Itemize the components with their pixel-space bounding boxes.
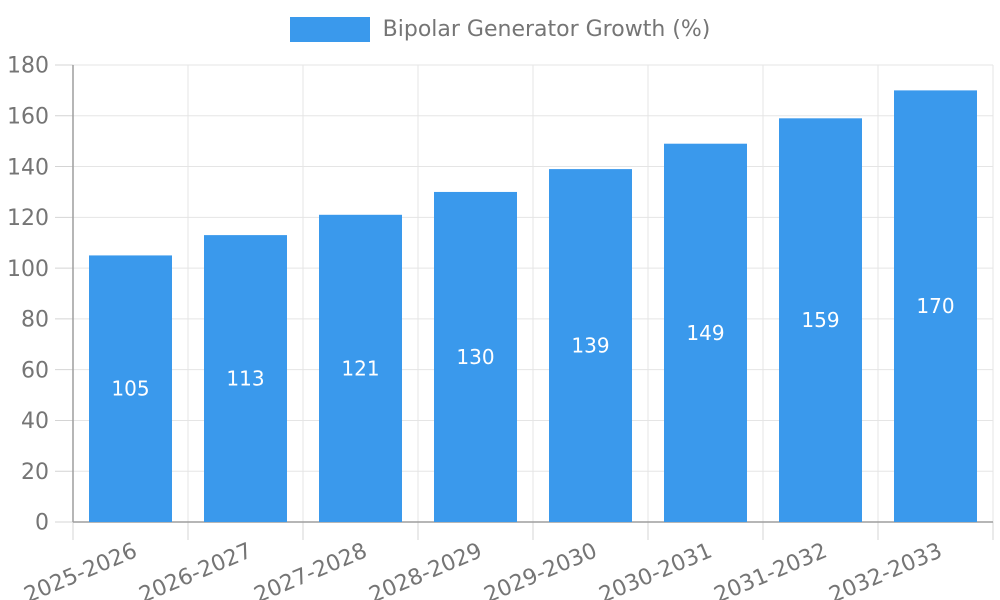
bar-2028-2029[interactable] (434, 191, 517, 522)
legend[interactable]: Bipolar Generator Growth (%) (0, 17, 1000, 42)
x-axis-label: 2032-2033 (826, 539, 946, 600)
bar-2027-2028[interactable] (319, 214, 402, 523)
y-axis-label: 180 (7, 54, 49, 79)
y-axis-label: 60 (21, 358, 49, 383)
x-axis-label: 2027-2028 (251, 539, 371, 600)
bar-value-label: 139 (571, 334, 609, 358)
x-axis-label: 2026-2027 (136, 539, 256, 600)
bar-value-label: 105 (111, 377, 149, 401)
x-axis-label: 2031-2032 (711, 539, 831, 600)
y-axis-label: 140 (7, 155, 49, 180)
bar-value-label: 121 (341, 356, 379, 380)
bar-2025-2026[interactable] (89, 255, 172, 522)
x-axis-label: 2025-2026 (21, 539, 141, 600)
bar-value-label: 170 (916, 294, 954, 318)
legend-swatch (289, 17, 370, 42)
bar-2032-2033[interactable] (894, 90, 977, 522)
x-axis-label: 2029-2030 (481, 539, 601, 600)
bar-value-label: 149 (686, 321, 724, 345)
bar-value-label: 130 (456, 345, 494, 369)
bar-2031-2032[interactable] (779, 118, 862, 523)
y-axis-label: 80 (21, 308, 49, 333)
y-axis-label: 100 (7, 257, 49, 282)
x-axis-label: 2030-2031 (596, 539, 716, 600)
y-axis-label: 20 (21, 460, 49, 485)
y-axis-label: 160 (7, 104, 49, 129)
bar-value-label: 159 (801, 308, 839, 332)
bar-value-label: 113 (226, 367, 264, 391)
bar-2029-2030[interactable] (549, 169, 632, 522)
y-axis-label: 0 (35, 511, 49, 536)
x-axis-label: 2028-2029 (366, 539, 486, 600)
bar-2030-2031[interactable] (664, 143, 747, 522)
y-axis-label: 40 (21, 409, 49, 434)
y-axis-label: 120 (7, 206, 49, 231)
legend-label: Bipolar Generator Growth (%) (382, 17, 711, 42)
bar-2026-2027[interactable] (204, 235, 287, 522)
